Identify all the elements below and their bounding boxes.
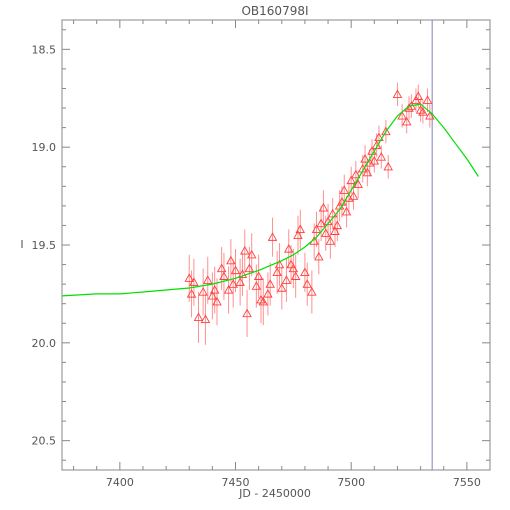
- data-point: [360, 153, 370, 163]
- y-tick-label: 18.5: [32, 43, 57, 56]
- data-point: [341, 206, 352, 216]
- data-point: [277, 283, 287, 292]
- x-tick-label: 7450: [222, 476, 250, 489]
- data-point: [353, 179, 363, 188]
- data-point: [288, 263, 299, 273]
- data-point: [314, 251, 324, 261]
- data-point: [320, 228, 331, 237]
- data-point: [376, 152, 387, 161]
- x-tick-label: 7400: [106, 476, 134, 489]
- data-point: [327, 208, 338, 218]
- data-point: [219, 271, 229, 280]
- data-point: [272, 267, 282, 277]
- data-point: [318, 202, 329, 212]
- data-point: [383, 161, 393, 171]
- x-tick-label: 7550: [453, 476, 481, 489]
- data-point: [290, 271, 301, 280]
- data-point: [283, 243, 294, 253]
- model-curve: [61, 103, 479, 297]
- data-point: [346, 175, 356, 185]
- data-point: [392, 89, 403, 98]
- data-point: [228, 279, 238, 288]
- data-point: [293, 230, 303, 239]
- data-point: [216, 263, 227, 273]
- data-point: [265, 279, 275, 288]
- data-point: [223, 285, 234, 294]
- model-curve-group: [61, 103, 479, 297]
- data-point: [242, 308, 252, 318]
- data-point: [198, 287, 208, 296]
- data-point: [184, 273, 195, 282]
- data-point: [263, 288, 273, 298]
- data-point: [235, 277, 245, 286]
- data-point: [274, 259, 285, 269]
- data-point: [418, 107, 428, 116]
- data-point: [422, 95, 433, 104]
- data-point: [300, 267, 310, 277]
- data-point: [307, 287, 317, 296]
- data-point: [281, 275, 292, 284]
- data-point: [256, 294, 266, 304]
- data-point: [397, 110, 407, 120]
- data-point: [253, 271, 264, 280]
- data-point: [251, 281, 262, 290]
- data-point: [295, 224, 306, 233]
- data-point: [332, 220, 343, 230]
- y-tick-label: 20.5: [32, 435, 57, 448]
- data-point: [189, 277, 199, 286]
- y-axis-label: I: [20, 238, 23, 251]
- data-point: [237, 269, 248, 278]
- data-point: [413, 91, 424, 100]
- data-point: [339, 185, 350, 194]
- data-point: [325, 236, 336, 245]
- data-point: [401, 116, 412, 126]
- data-point: [186, 288, 197, 298]
- data-point: [240, 245, 250, 255]
- data-point: [226, 255, 236, 265]
- data-point: [244, 263, 255, 273]
- data-point: [415, 105, 426, 114]
- data-point: [212, 296, 222, 306]
- data-point: [246, 249, 257, 259]
- data-point: [311, 224, 322, 233]
- chart-title: OB160798I: [241, 4, 308, 18]
- data-point: [202, 275, 213, 284]
- data-point: [330, 226, 340, 235]
- data-point: [316, 218, 326, 228]
- data-point: [374, 132, 384, 142]
- data-point: [200, 314, 211, 323]
- data-point: [348, 191, 359, 200]
- data-point: [351, 169, 361, 179]
- data-point: [193, 312, 204, 322]
- data-point: [207, 290, 218, 300]
- data-point: [230, 265, 241, 275]
- data-point: [267, 232, 278, 241]
- data-point: [302, 279, 312, 288]
- data-point: [369, 155, 380, 165]
- data-point: [258, 296, 269, 306]
- y-tick-label: 19.5: [32, 239, 57, 252]
- axis-ticks: 7400 7450 7500 7550 18.5 19.0 19.5 20.0 20.5: [32, 20, 491, 489]
- y-tick-label: 20.0: [32, 337, 57, 350]
- y-tick-label: 19.0: [32, 141, 57, 154]
- x-tick-label: 7500: [337, 476, 365, 489]
- data-point: [425, 110, 435, 120]
- data-point: [209, 285, 220, 294]
- data-point: [362, 167, 373, 177]
- data-point: [381, 126, 391, 136]
- x-axis-label: JD - 2450000: [238, 487, 311, 500]
